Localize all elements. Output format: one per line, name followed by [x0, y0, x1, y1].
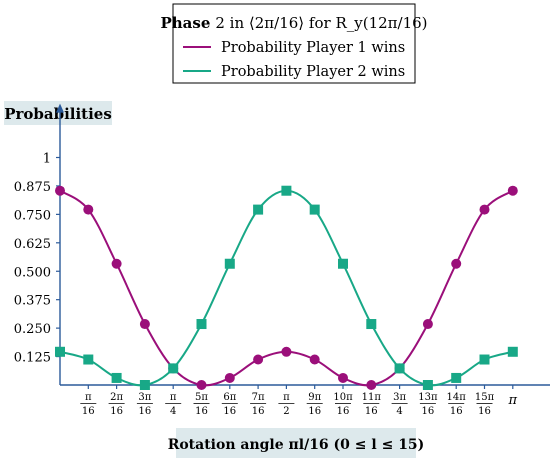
x-tick-label-numerator: 9π [308, 392, 321, 403]
series [55, 185, 518, 390]
x-tick-label-numerator: 3π [393, 392, 406, 403]
y-axis-label-bg [4, 101, 112, 125]
data-point-player-1 [83, 204, 94, 215]
x-tick-label-denominator: 16 [422, 406, 435, 417]
x-tick-label-numerator: 10π [333, 392, 353, 403]
data-point-player-1 [309, 354, 320, 365]
x-tick-label-numerator: 14π [447, 392, 467, 403]
data-point-player-2 [394, 363, 405, 374]
data-point-player-2 [507, 346, 518, 357]
x-tick-label-numerator: 3π [138, 392, 151, 403]
x-axis-label: Rotation angle πl/16 (0 ≤ l ≤ 15) [168, 437, 425, 453]
data-point-player-2 [422, 380, 433, 390]
data-point-player-1 [111, 258, 122, 269]
x-tick-label-denominator: 16 [365, 406, 378, 417]
y-tick-label: 0.500 [14, 265, 51, 280]
y-tick-label: 0.875 [14, 180, 51, 195]
x-tick-label-numerator: 15π [475, 392, 495, 403]
x-axis-label-bg [176, 428, 416, 458]
legend-frame [172, 3, 416, 84]
x-tick-label-denominator: 2 [283, 406, 289, 417]
data-point-player-2 [224, 258, 235, 269]
x-tick-label-numerator: π [170, 392, 177, 403]
x-tick-label-numerator: 7π [252, 392, 265, 403]
data-point-player-1 [253, 354, 264, 365]
data-point-player-2 [338, 258, 348, 269]
data-point-player-1 [479, 204, 490, 215]
data-point-player-2 [281, 185, 292, 196]
x-tick-label-numerator: 6π [223, 392, 236, 403]
data-point-player-1 [224, 372, 235, 383]
y-tick-label: 1 [43, 152, 51, 167]
x-tick-label-denominator: 16 [139, 406, 152, 417]
x-tick-label-numerator: π [85, 392, 92, 403]
x-tick-label-denominator: 16 [195, 406, 208, 417]
data-point-player-2 [111, 372, 122, 383]
x-tick-label-denominator: 16 [252, 406, 265, 417]
y-tick-label: 0.125 [14, 351, 51, 366]
x-tick-label-numerator: 11π [362, 392, 382, 403]
legend-label-player-1: Probability Player 1 wins [221, 40, 405, 56]
data-point-player-2 [309, 204, 320, 215]
data-point-player-1 [507, 185, 518, 196]
legend-title: Phase 2 in ⟨2π/16⟩ for R_y(12π/16) [160, 14, 427, 32]
data-point-player-1 [366, 380, 377, 390]
x-axis-label-box: Rotation angle πl/16 (0 ≤ l ≤ 15) [168, 428, 425, 458]
data-point-player-2 [83, 354, 94, 365]
y-tick-label: 0.250 [14, 322, 51, 337]
legend-entries: Probability Player 1 wins Probability Pla… [183, 40, 405, 80]
x-tick-label-numerator: 2π [110, 392, 123, 403]
x-tick-label-denominator: 16 [337, 406, 350, 417]
data-point-player-2 [451, 372, 462, 383]
x-tick-label-denominator: 4 [170, 406, 176, 417]
y-tick-label: 0.625 [14, 237, 51, 252]
data-point-player-2 [479, 354, 490, 365]
data-point-player-2 [139, 380, 150, 390]
x-tick-label-numerator: 13π [418, 392, 438, 403]
y-tick-label: 0.375 [14, 294, 51, 309]
x-tick-label-denominator: 16 [308, 406, 321, 417]
x-tick-label: π [508, 393, 518, 408]
x-tick-label-denominator: 16 [223, 406, 236, 417]
x-tick-label-denominator: 16 [478, 406, 491, 417]
data-point-player-1 [55, 185, 65, 196]
data-point-player-2 [168, 363, 179, 374]
y-tick-label: 0.750 [14, 208, 51, 223]
data-point-player-2 [55, 346, 65, 357]
x-tick-label-denominator: 16 [450, 406, 463, 417]
y-axis-label: Probabilities [4, 105, 112, 123]
x-tick-label-denominator: 4 [396, 406, 402, 417]
data-point-player-1 [139, 319, 150, 330]
data-point-player-1 [338, 372, 348, 383]
data-point-player-1 [422, 319, 433, 330]
data-point-player-2 [196, 319, 207, 330]
x-tick-label-denominator: 16 [110, 406, 123, 417]
axes: 0.125 0.250 0.375 0.500 0.625 0.750 0.875 1 π 16 2… [14, 103, 550, 417]
data-point-player-1 [196, 380, 207, 390]
data-point-player-2 [253, 204, 264, 215]
x-tick-label-numerator: 5π [195, 392, 208, 403]
x-tick-label-numerator: π [283, 392, 290, 403]
data-point-player-1 [451, 258, 462, 269]
y-axis-arrow [56, 103, 64, 113]
x-tick-label-denominator: 16 [82, 406, 95, 417]
data-point-player-2 [366, 319, 377, 330]
legend-label-player-2: Probability Player 2 wins [221, 64, 405, 80]
legend: Phase 2 in ⟨2π/16⟩ for R_y(12π/16) Probab… [160, 3, 428, 84]
data-point-player-1 [281, 346, 292, 357]
y-axis-label-box: Probabilities [4, 101, 112, 125]
